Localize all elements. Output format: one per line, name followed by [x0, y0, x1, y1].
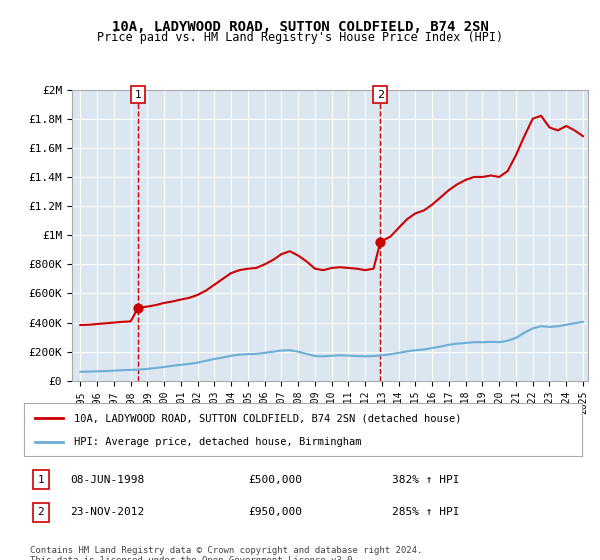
Text: HPI: Average price, detached house, Birmingham: HPI: Average price, detached house, Birm… — [74, 436, 362, 446]
Text: Contains HM Land Registry data © Crown copyright and database right 2024.
This d: Contains HM Land Registry data © Crown c… — [30, 546, 422, 560]
Text: 08-JUN-1998: 08-JUN-1998 — [71, 475, 145, 485]
Text: 2: 2 — [37, 507, 44, 517]
Text: 285% ↑ HPI: 285% ↑ HPI — [392, 507, 460, 517]
Text: £500,000: £500,000 — [248, 475, 302, 485]
Text: £950,000: £950,000 — [248, 507, 302, 517]
Text: 23-NOV-2012: 23-NOV-2012 — [71, 507, 145, 517]
Text: Price paid vs. HM Land Registry's House Price Index (HPI): Price paid vs. HM Land Registry's House … — [97, 31, 503, 44]
Text: 382% ↑ HPI: 382% ↑ HPI — [392, 475, 460, 485]
Point — [376, 238, 385, 247]
Text: 1: 1 — [134, 90, 142, 100]
Text: 10A, LADYWOOD ROAD, SUTTON COLDFIELD, B74 2SN: 10A, LADYWOOD ROAD, SUTTON COLDFIELD, B7… — [112, 20, 488, 34]
Text: 1: 1 — [37, 475, 44, 485]
Text: 2: 2 — [377, 90, 384, 100]
Point — [133, 304, 143, 312]
Text: 10A, LADYWOOD ROAD, SUTTON COLDFIELD, B74 2SN (detached house): 10A, LADYWOOD ROAD, SUTTON COLDFIELD, B7… — [74, 413, 462, 423]
